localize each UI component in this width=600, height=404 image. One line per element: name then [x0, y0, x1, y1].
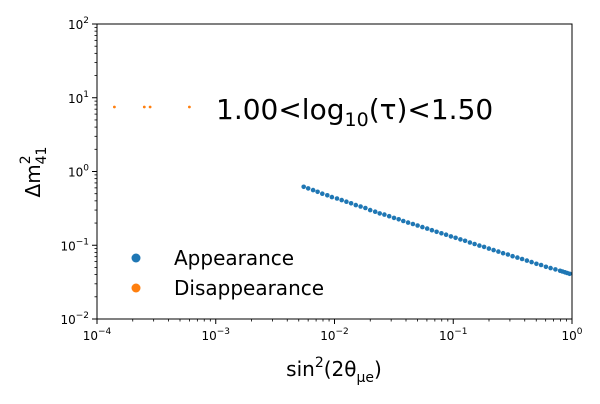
data-point — [386, 213, 392, 219]
data-point — [472, 241, 477, 247]
data-point — [396, 217, 402, 222]
data-point — [496, 249, 501, 254]
data-point — [534, 261, 539, 267]
x-label-sup: 2 — [315, 355, 324, 371]
data-point — [486, 246, 492, 251]
data-point — [391, 215, 397, 221]
legend-marker — [131, 253, 141, 263]
data-point — [567, 271, 572, 277]
data-point — [315, 189, 320, 195]
legend-label: Appearance — [174, 246, 294, 270]
data-point — [372, 209, 378, 214]
data-point — [477, 243, 482, 248]
data-point — [142, 105, 146, 109]
data-point — [553, 267, 558, 272]
series-appearance — [301, 184, 572, 277]
data-point — [420, 224, 425, 230]
data-point — [377, 211, 383, 216]
data-point — [543, 264, 549, 270]
y-tick-label: 101 — [68, 90, 89, 106]
data-point — [462, 238, 468, 244]
data-point — [443, 232, 449, 237]
data-point — [320, 191, 325, 196]
data-point — [148, 105, 152, 109]
data-point — [500, 250, 506, 256]
x-tick-label: 10−3 — [201, 327, 230, 343]
data-point — [329, 194, 335, 200]
y-label-sub: 41 — [34, 147, 50, 165]
data-point — [429, 227, 435, 233]
x-tick-label: 10−2 — [320, 327, 349, 343]
y-tick-label: 102 — [68, 16, 89, 32]
data-point — [358, 204, 363, 209]
data-point — [353, 202, 359, 208]
y-label-sup: 2 — [18, 155, 34, 164]
annotation-text: 1.00<log10(τ)<1.50 — [216, 93, 493, 131]
data-point — [424, 226, 430, 231]
data-point — [410, 221, 416, 227]
data-point — [188, 105, 191, 109]
data-point — [348, 201, 354, 206]
y-tick-label: 10−2 — [60, 311, 89, 327]
data-point — [301, 184, 307, 190]
data-point — [310, 187, 316, 193]
data-point — [467, 240, 473, 245]
x-label-close: ) — [374, 357, 382, 381]
legend: Appearance Disappearance — [131, 246, 324, 300]
data-marks — [113, 105, 572, 277]
data-point — [491, 247, 496, 253]
data-point — [401, 218, 406, 224]
data-point — [524, 258, 530, 263]
data-point — [510, 253, 515, 259]
data-point — [113, 105, 116, 109]
data-point — [529, 259, 534, 265]
data-point — [334, 196, 340, 201]
annotation-sub: 10 — [345, 109, 369, 131]
x-tick-label: 100 — [561, 327, 582, 343]
data-point — [448, 234, 454, 239]
series-disappearance — [113, 105, 191, 109]
data-point — [538, 262, 544, 268]
x-label-sub: μe — [357, 370, 375, 386]
y-axis-label: Δm241 — [18, 147, 50, 198]
data-point — [458, 237, 463, 242]
annotation-post: (τ)<1.50 — [369, 93, 494, 126]
legend-marker — [131, 283, 141, 293]
data-point — [439, 231, 444, 236]
data-point — [363, 205, 368, 211]
x-tick-label: 10−1 — [439, 327, 468, 343]
data-point — [548, 265, 553, 271]
axes: 10−4 10−3 10−2 10−1 100 10−2 10−1 100 101 102 — [60, 16, 582, 343]
data-point — [382, 212, 387, 217]
annotation-pre: 1.00<log — [216, 93, 345, 126]
x-tick-label: 10−4 — [83, 327, 112, 343]
data-point — [515, 255, 520, 260]
x-label-rest: (2θ — [324, 357, 357, 381]
y-tick-label: 10−1 — [60, 237, 89, 253]
x-axis-label: sin2(2θμe) — [286, 355, 382, 386]
data-point — [339, 197, 345, 203]
data-point — [305, 186, 311, 191]
y-label-base: Δm — [21, 164, 45, 197]
data-point — [481, 244, 487, 250]
legend-label: Disappearance — [174, 276, 324, 300]
y-tick-label: 100 — [68, 164, 89, 180]
plot-frame — [96, 23, 573, 320]
data-point — [405, 220, 411, 225]
data-point — [434, 229, 439, 235]
data-point — [453, 235, 458, 241]
data-point — [505, 252, 511, 257]
data-point — [367, 207, 373, 213]
x-label-base: sin — [286, 357, 315, 381]
data-point — [344, 199, 349, 204]
data-point — [415, 223, 420, 228]
data-point — [325, 193, 330, 198]
data-point — [519, 256, 525, 262]
